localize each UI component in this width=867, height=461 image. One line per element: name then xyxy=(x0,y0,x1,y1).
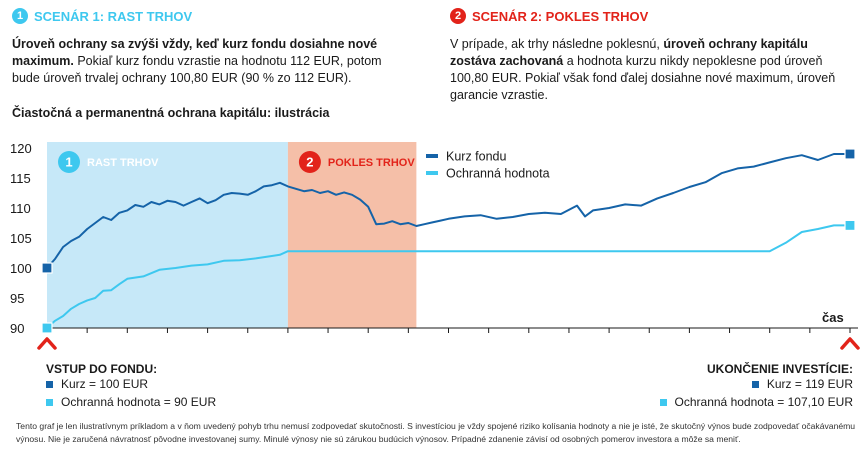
scenario-1-rest-text: Pokiaľ kurz fondu vzrastie na hodnotu 11… xyxy=(12,54,382,85)
scenario-1-title: SCENÁR 1: RAST TRHOV xyxy=(34,8,193,24)
exit-protection-row: Ochranná hodnota = 107,10 EUR xyxy=(659,395,853,409)
entry-protection: Ochranná hodnota = 90 EUR xyxy=(61,395,217,409)
start-chevron-icon xyxy=(37,337,57,350)
series-1-end-marker xyxy=(844,148,856,160)
series-line-2 xyxy=(46,224,850,329)
series-2-end-marker xyxy=(844,219,856,232)
scenario-1-heading: 1 SCENÁR 1: RAST TRHOV xyxy=(12,8,192,24)
exit-protection-marker-icon xyxy=(659,398,667,406)
phase-1-label: RAST TRHOV xyxy=(87,157,159,169)
entry-rate-row: Kurz = 100 EUR xyxy=(46,377,148,391)
exit-title: UKONČENIE INVESTÍCIE: xyxy=(706,362,853,376)
disclaimer: Tento graf je len ilustratívnym príklado… xyxy=(16,421,856,444)
scenario-2-number-badge: 2 xyxy=(450,8,466,24)
phase-1-badge xyxy=(58,151,80,173)
scenario-1-number-badge: 1 xyxy=(12,8,28,24)
x-axis-label: čas xyxy=(822,310,844,325)
entry-title: VSTUP DO FONDU: xyxy=(46,362,158,376)
phase-1-background xyxy=(47,142,288,328)
series-1-start-marker xyxy=(41,262,53,274)
phase-2-number: 2 xyxy=(306,155,313,170)
exit-rate-row: Kurz = 119 EUR xyxy=(751,377,853,391)
entry-protection-marker-icon xyxy=(46,398,53,406)
exit-rate: Kurz = 119 EUR xyxy=(766,377,853,391)
exit-rate-marker-icon xyxy=(751,380,759,388)
phase-1-number: 1 xyxy=(65,155,72,170)
y-tick-label: 95 xyxy=(10,291,24,306)
entry-rate: Kurz = 100 EUR xyxy=(61,377,149,391)
phase-2-badge xyxy=(298,151,321,173)
phase-2-label: POKLES TRHOV xyxy=(328,157,415,169)
exit-protection: Ochranná hodnota = 107,10 EUR xyxy=(674,395,853,409)
entry-protection-row: Ochranná hodnota = 90 EUR xyxy=(46,395,216,409)
y-tick-label: 100 xyxy=(10,261,32,276)
end-chevron-icon xyxy=(840,337,860,350)
chart-title: Čiastočná a permanentná ochrana kapitálu… xyxy=(12,106,330,120)
y-tick-label: 90 xyxy=(10,321,24,336)
scenario-1-text: Úroveň ochrany sa zvýši vždy, keď kurz f… xyxy=(12,36,412,87)
phase-2-background xyxy=(287,142,417,328)
scenario-2-title: SCENÁR 2: POKLES TRHOV xyxy=(472,8,649,24)
legend-label-1: Kurz fondu xyxy=(446,150,507,164)
scenario-2-text-b: a hodnota kurzu nikdy nepoklesne pod úro… xyxy=(450,54,836,102)
series-2-start-marker xyxy=(41,322,53,334)
scenario-2-bold-text: úroveň ochrany kapitálu zostáva zachovan… xyxy=(450,37,808,68)
chart-svg: 1 RAST TRHOV 2 POKLES TRHOV 120 115 110 105 100… xyxy=(10,141,860,350)
entry-rate-marker-icon xyxy=(46,380,53,388)
scenario-2-text-a: V prípade, ak trhy následne poklesnú, xyxy=(450,37,664,51)
y-tick-label: 105 xyxy=(10,231,32,246)
scenario-1-bold-text: Úroveň ochrany sa zvýši vždy, keď kurz f… xyxy=(12,37,378,68)
legend-label-2: Ochranná hodnota xyxy=(446,167,550,181)
y-tick-label: 110 xyxy=(10,201,31,216)
y-tick-label: 115 xyxy=(10,171,31,186)
y-tick-label: 120 xyxy=(10,141,32,156)
series-line-1 xyxy=(46,153,850,269)
scenario-2-heading: 2 SCENÁR 2: POKLES TRHOV xyxy=(450,8,648,24)
scenario-2-text: V prípade, ak trhy následne poklesnú, úr… xyxy=(450,36,855,104)
